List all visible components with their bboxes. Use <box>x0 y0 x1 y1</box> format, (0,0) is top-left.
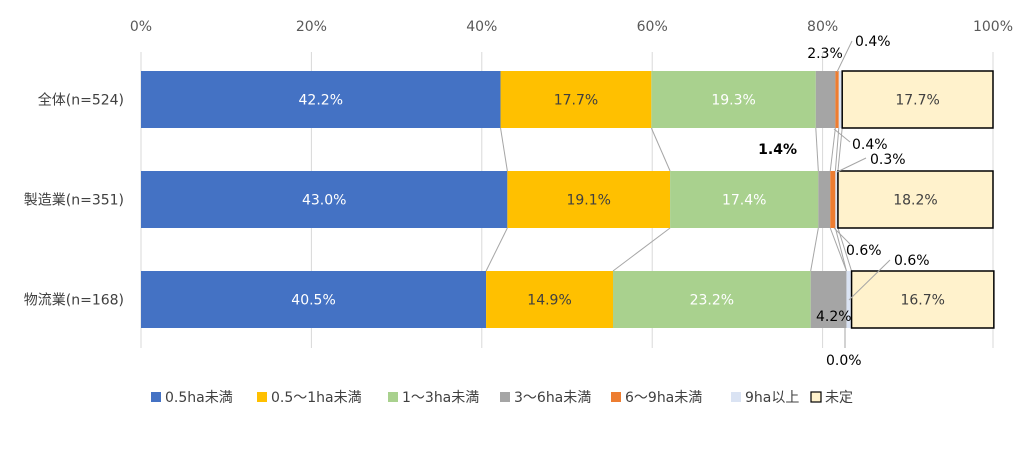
series-connector-line <box>834 127 840 172</box>
bar-segment <box>486 271 614 328</box>
data-label: 18.2% <box>893 193 937 209</box>
series-connector-line <box>612 227 671 272</box>
data-label: 19.1% <box>566 193 610 209</box>
legend-swatch <box>500 392 510 402</box>
data-label: 4.2% <box>816 309 852 325</box>
legend-swatch <box>388 392 398 402</box>
bar-segment <box>830 171 836 228</box>
bar-segment <box>651 71 816 128</box>
label-leader-line <box>836 40 853 73</box>
bar-segment <box>835 171 838 228</box>
bar-segment <box>507 171 671 228</box>
legend-label: 9ha以上 <box>745 390 799 406</box>
legend-label: 1～3ha未満 <box>402 390 479 406</box>
series-connector-line <box>837 227 853 272</box>
data-label: 42.2% <box>299 93 343 109</box>
bar-segment <box>613 271 811 328</box>
data-label: 14.9% <box>527 293 571 309</box>
x-tick-label: 80% <box>807 19 838 35</box>
data-label: 23.2% <box>690 293 734 309</box>
bar-segment <box>835 71 839 128</box>
series-connector-line <box>810 227 819 272</box>
data-label: 0.3% <box>870 152 906 168</box>
series-connector-line <box>815 127 819 172</box>
x-tick-label: 100% <box>973 19 1013 35</box>
data-label: 0.4% <box>852 137 888 153</box>
data-label: 1.4% <box>758 142 797 158</box>
series-connector-line <box>485 227 508 272</box>
bar-segment <box>141 71 501 128</box>
series-connector-line <box>500 127 508 172</box>
legend-swatch <box>611 392 621 402</box>
bar-segment <box>141 271 487 328</box>
category-label: 物流業(n=168) <box>24 293 124 309</box>
bar-segment <box>850 270 995 329</box>
legend-label: 0.5～1ha未満 <box>271 390 362 406</box>
legend-label: 未定 <box>825 390 853 406</box>
label-leader-line <box>833 227 851 245</box>
data-label: 2.3% <box>807 46 843 62</box>
data-label: 40.5% <box>291 293 335 309</box>
data-label: 43.0% <box>302 193 346 209</box>
series-connector-line <box>829 127 836 172</box>
series-connector-line <box>650 127 671 172</box>
x-tick-label: 0% <box>130 19 152 35</box>
category-label: 全体(n=524) <box>38 92 124 109</box>
legend-swatch <box>257 392 267 402</box>
legend-swatch <box>810 391 822 403</box>
data-label: 0.4% <box>855 34 891 50</box>
label-leader-line <box>833 128 851 143</box>
bar-segment <box>838 71 843 128</box>
legend-swatch <box>731 392 741 402</box>
data-label: 0.0% <box>826 353 862 369</box>
data-label: 19.3% <box>711 93 755 109</box>
category-label: 製造業(n=351) <box>24 193 124 209</box>
data-label: 17.4% <box>722 193 766 209</box>
data-label: 0.6% <box>894 253 930 269</box>
x-tick-label: 60% <box>637 19 668 35</box>
legend-swatch <box>151 392 161 402</box>
data-label: 17.7% <box>895 93 939 109</box>
legend-label: 6～9ha未満 <box>625 390 702 406</box>
bar-segment <box>500 71 652 128</box>
legend-label: 3～6ha未満 <box>514 390 591 406</box>
legend-label: 0.5ha未満 <box>165 390 233 406</box>
bar-segment <box>670 171 819 228</box>
bar-segment <box>841 70 994 129</box>
data-label: 0.6% <box>846 243 882 259</box>
label-leader-line <box>836 157 867 173</box>
x-tick-label: 40% <box>466 19 497 35</box>
bar-segment <box>141 171 508 228</box>
x-tick-label: 20% <box>296 19 327 35</box>
data-label: 16.7% <box>900 293 944 309</box>
data-label: 17.7% <box>554 93 598 109</box>
series-connector-line <box>829 227 847 272</box>
bar-segment <box>815 71 836 128</box>
bar-segment <box>818 171 831 228</box>
bar-segment <box>837 170 994 229</box>
bar-segment <box>810 271 847 328</box>
label-leader-line <box>848 259 891 301</box>
series-connector-line <box>834 227 847 272</box>
